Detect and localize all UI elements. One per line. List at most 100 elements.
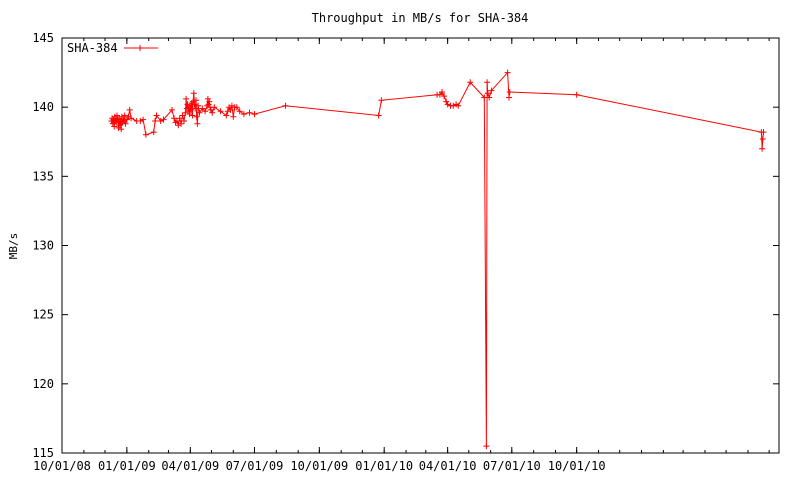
data-point <box>153 112 160 119</box>
data-point <box>109 115 116 122</box>
data-point <box>157 118 164 124</box>
data-point <box>190 98 197 105</box>
series-line-0 <box>110 71 764 447</box>
data-point <box>140 116 147 123</box>
data-point <box>204 95 211 102</box>
data-point <box>184 101 191 108</box>
y-tick-label: 145 <box>32 31 54 45</box>
data-point <box>226 104 233 111</box>
x-tick-label: 10/01/09 <box>290 459 348 473</box>
data-point <box>230 113 237 120</box>
data-point <box>759 145 766 152</box>
data-point <box>188 100 195 106</box>
data-point <box>192 105 199 112</box>
data-point <box>227 106 234 113</box>
data-point <box>488 87 495 94</box>
y-tick-label: 140 <box>32 100 54 114</box>
data-point <box>187 102 194 109</box>
data-point <box>152 118 159 124</box>
data-point <box>209 109 216 116</box>
data-point <box>125 113 132 120</box>
y-axis-label: MB/s <box>7 233 20 260</box>
data-point <box>193 113 200 120</box>
data-point <box>116 122 123 129</box>
data-point <box>196 109 203 116</box>
data-point <box>150 129 157 136</box>
data-point <box>183 95 190 102</box>
data-point <box>195 102 202 109</box>
data-point <box>504 69 511 76</box>
data-point <box>483 443 490 450</box>
data-point <box>223 112 230 119</box>
data-point <box>246 109 253 116</box>
data-point <box>484 90 491 97</box>
y-axis: 115 120 125 130 135 140 145 <box>32 31 779 460</box>
data-point <box>128 115 135 122</box>
data-point <box>217 108 224 115</box>
data-point <box>236 108 243 115</box>
plot-frame <box>61 37 780 454</box>
data-point <box>251 111 258 118</box>
x-tick-label: 07/01/09 <box>226 459 284 473</box>
data-point <box>171 115 178 122</box>
data-point <box>439 89 445 95</box>
chart-title: Throughput in MB/s for SHA-384 <box>312 11 529 25</box>
data-point <box>123 116 130 123</box>
data-point <box>378 97 385 104</box>
data-point <box>178 120 185 127</box>
data-point <box>204 102 211 109</box>
series-layer <box>108 69 767 450</box>
data-point <box>111 123 118 130</box>
y-tick-label: 130 <box>32 239 54 253</box>
data-point <box>206 98 213 105</box>
x-tick-label: 10/01/10 <box>548 459 606 473</box>
data-point <box>506 89 513 95</box>
data-point <box>193 97 199 104</box>
data-point <box>173 118 180 124</box>
data-point <box>119 119 126 126</box>
y-tick-label: 120 <box>32 377 54 391</box>
data-point <box>207 106 214 113</box>
data-point <box>114 116 121 123</box>
data-point <box>375 112 382 119</box>
data-point <box>186 111 193 118</box>
y-tick-label: 135 <box>32 169 54 183</box>
data-point <box>467 79 474 86</box>
data-point <box>142 131 149 138</box>
data-point <box>199 105 206 112</box>
y-tick-label: 125 <box>32 308 54 322</box>
data-point <box>573 91 580 98</box>
data-point <box>194 120 201 127</box>
data-point <box>176 115 183 122</box>
data-point <box>189 112 196 119</box>
data-point <box>191 101 198 108</box>
data-point <box>126 106 133 113</box>
x-tick-label: 07/01/10 <box>483 459 541 473</box>
data-point <box>224 108 231 115</box>
data-point <box>444 101 451 108</box>
data-point <box>160 116 167 123</box>
data-point <box>169 106 175 113</box>
data-point <box>228 102 235 109</box>
data-point <box>118 126 125 133</box>
data-point <box>185 108 192 115</box>
data-point <box>188 106 194 113</box>
y-tick-label: 115 <box>32 446 54 460</box>
data-point <box>122 120 129 127</box>
x-axis: 10/01/08 01/01/09 04/01/09 07/01/09 10/01/09… <box>33 38 770 473</box>
data-point <box>443 98 450 105</box>
data-point <box>115 124 122 131</box>
data-point <box>484 79 491 86</box>
x-tick-label: 01/01/10 <box>355 459 413 473</box>
x-tick-label: 04/01/10 <box>419 459 477 473</box>
legend-label: SHA-384 <box>67 41 118 55</box>
x-tick-label: 10/01/08 <box>33 459 91 473</box>
data-point <box>441 93 448 100</box>
data-point <box>759 136 766 142</box>
data-point <box>202 108 209 115</box>
data-point <box>172 119 179 126</box>
x-tick-label: 01/01/09 <box>98 459 156 473</box>
x-tick-label: 04/01/09 <box>161 459 219 473</box>
data-point <box>506 94 512 101</box>
